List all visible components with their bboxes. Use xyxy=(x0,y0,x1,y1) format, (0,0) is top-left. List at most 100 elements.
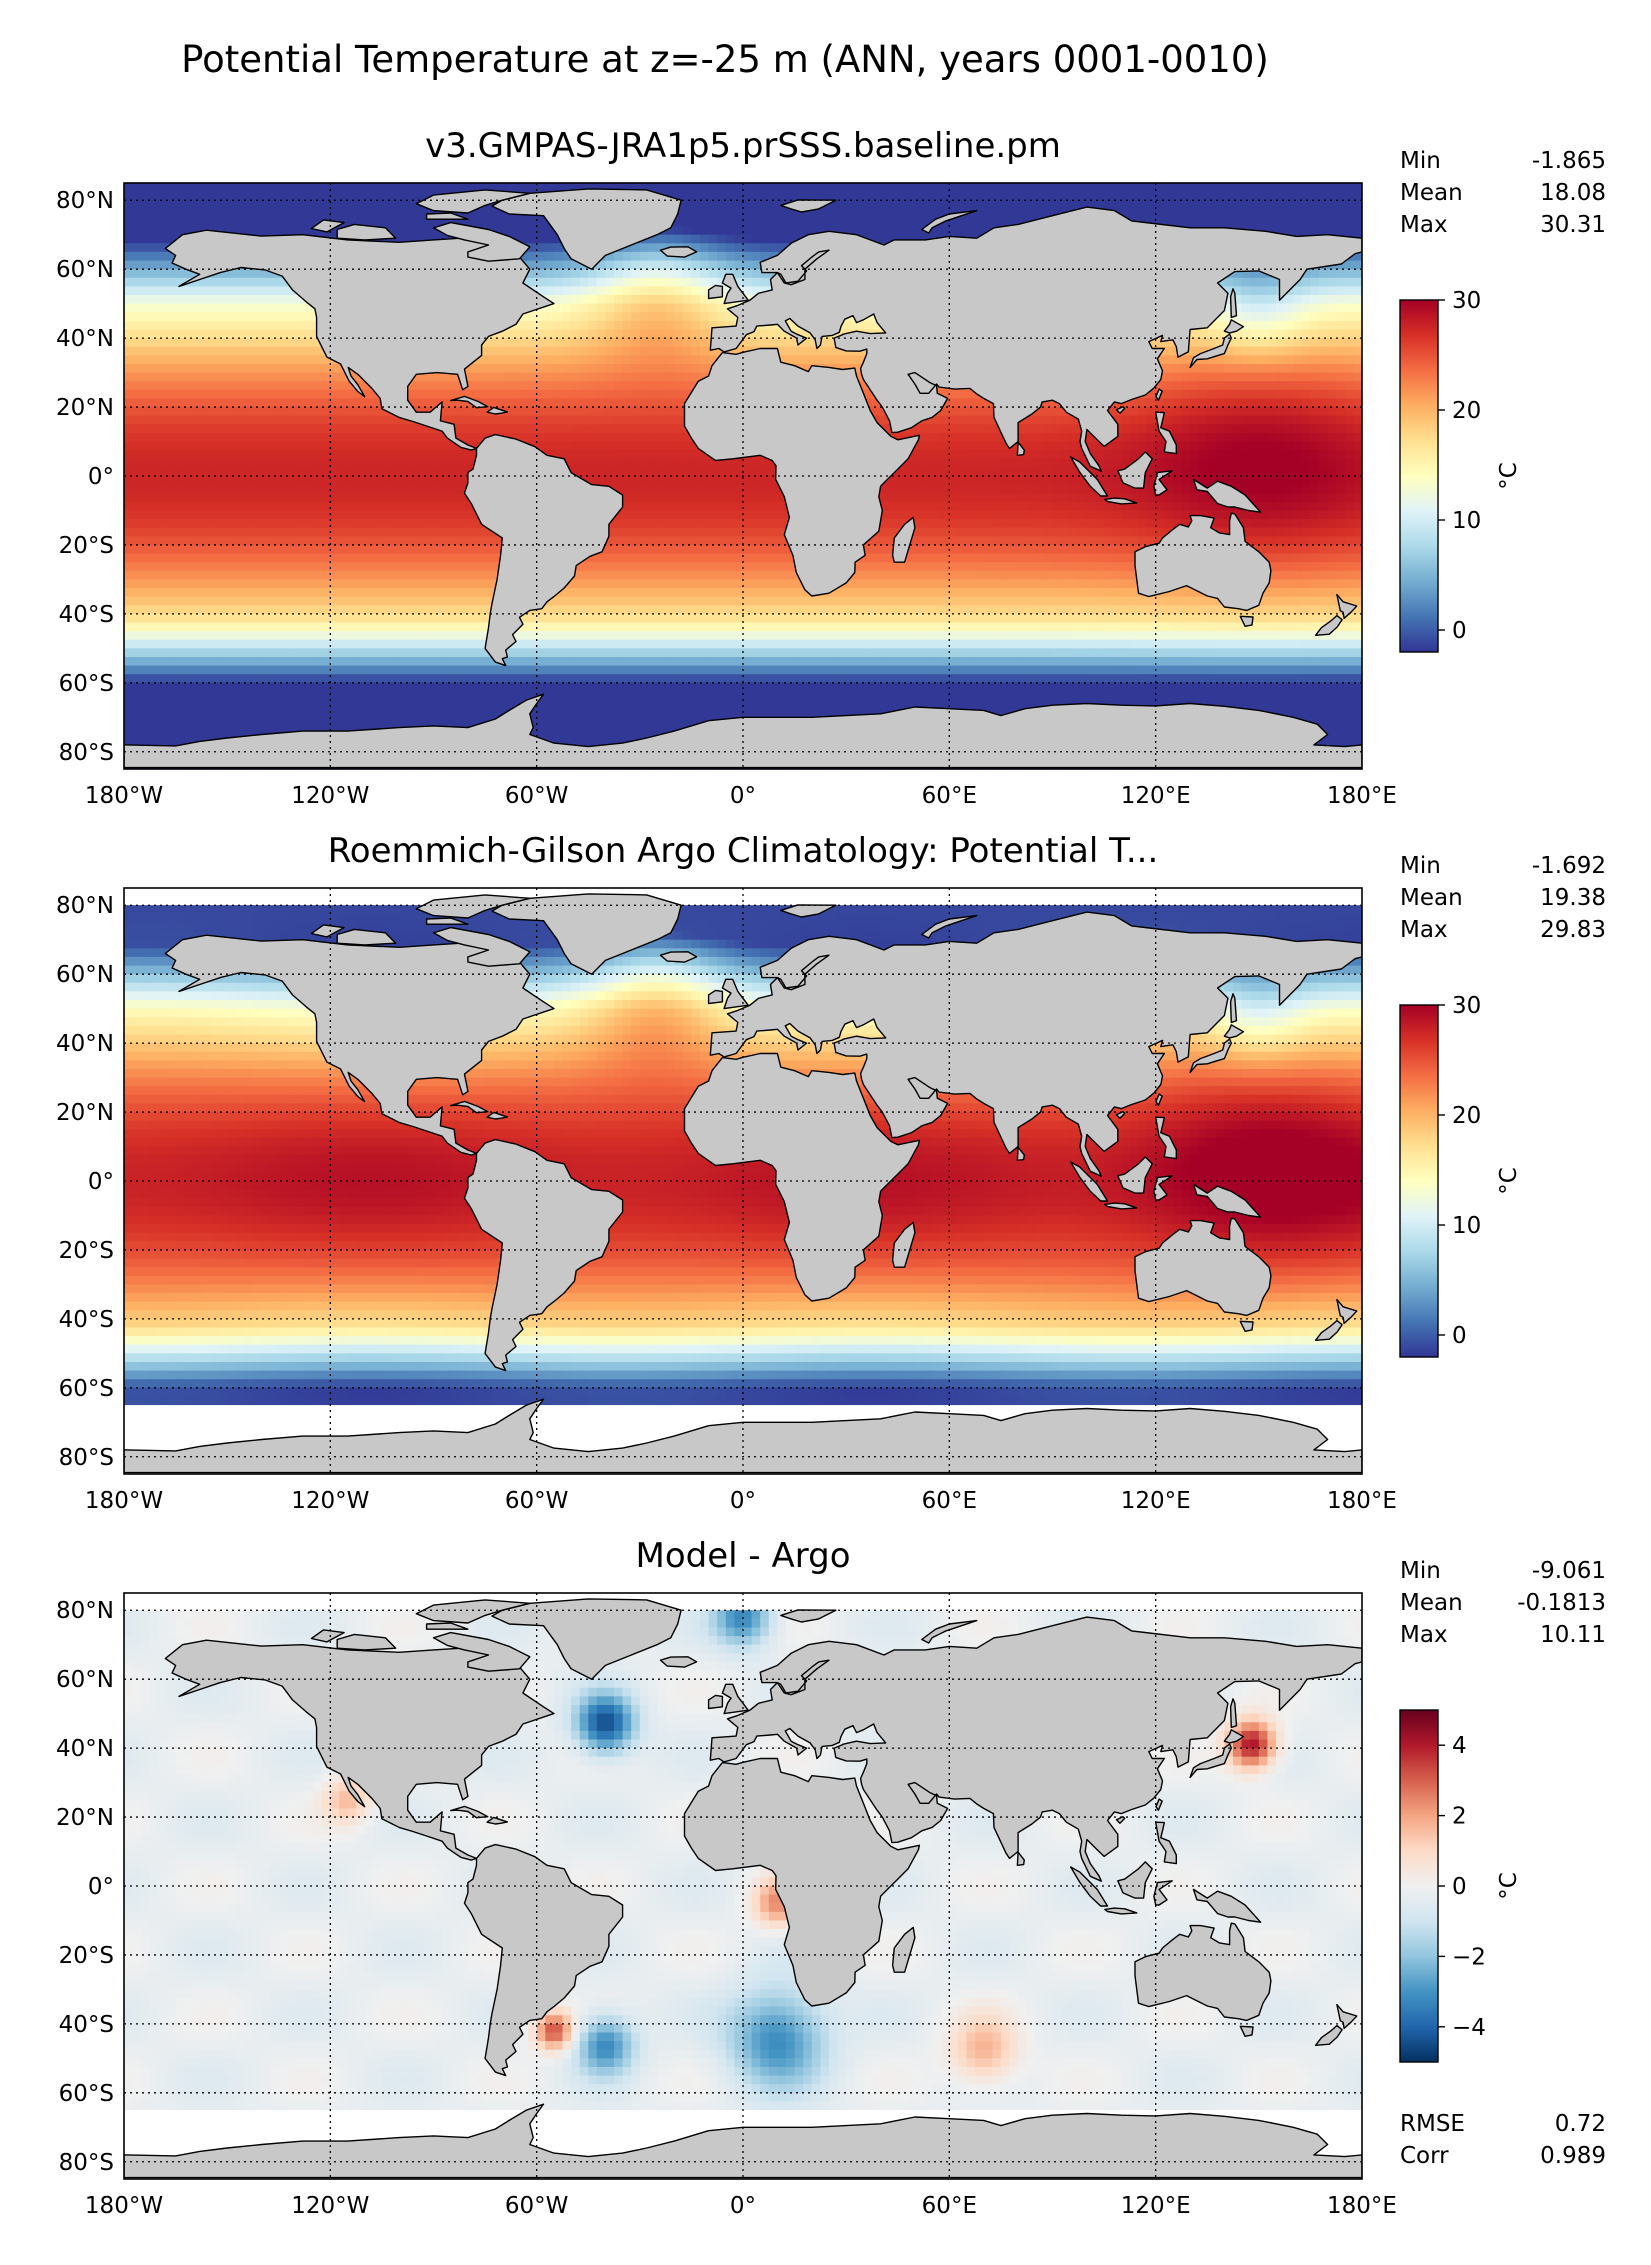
field-cell xyxy=(665,286,675,296)
field-cell xyxy=(244,312,254,322)
field-cell xyxy=(1284,338,1294,348)
field-cell xyxy=(1267,407,1277,417)
field-cell xyxy=(734,243,744,253)
field-cell xyxy=(1344,355,1354,365)
field-cell xyxy=(347,467,357,477)
field-cell xyxy=(141,467,151,477)
field-cell xyxy=(614,338,624,348)
field-cell xyxy=(295,381,306,391)
field-cell xyxy=(682,458,692,468)
field-cell xyxy=(261,389,271,399)
field-cell xyxy=(295,407,306,417)
field-cell xyxy=(889,476,899,486)
field-cell xyxy=(1095,183,1105,193)
field-cell xyxy=(1224,432,1234,443)
field-cell xyxy=(235,450,245,460)
field-cell xyxy=(751,476,761,486)
field-cell xyxy=(1061,191,1071,201)
field-cell xyxy=(175,355,185,365)
field-cell xyxy=(1258,303,1268,313)
field-cell xyxy=(1327,183,1337,193)
field-cell xyxy=(1267,217,1277,227)
field-cell xyxy=(1172,432,1183,443)
field-cell xyxy=(605,424,615,434)
field-cell xyxy=(691,476,701,486)
field-cell xyxy=(949,450,959,460)
field-cell xyxy=(1172,407,1183,417)
field-cell xyxy=(407,432,417,443)
field-cell xyxy=(528,329,538,339)
field-cell xyxy=(914,183,925,193)
field-cell xyxy=(141,424,151,434)
field-cell xyxy=(596,407,606,417)
field-cell xyxy=(940,389,950,399)
field-cell xyxy=(1336,226,1346,236)
field-cell xyxy=(588,372,598,382)
field-cell xyxy=(614,372,624,382)
field-cell xyxy=(1319,381,1329,391)
field-cell xyxy=(1233,467,1243,477)
field-cell xyxy=(510,320,521,331)
field-cell xyxy=(218,415,228,425)
field-cell xyxy=(725,467,735,477)
field-cell xyxy=(1224,364,1234,374)
field-cell xyxy=(605,355,615,365)
field-cell xyxy=(1018,424,1028,434)
field-cell xyxy=(1181,200,1191,210)
field-cell xyxy=(313,200,323,210)
field-cell xyxy=(158,312,168,322)
field-cell xyxy=(261,432,271,443)
field-cell xyxy=(338,432,349,443)
field-cell xyxy=(1344,191,1354,201)
field-cell xyxy=(614,303,624,313)
field-cell xyxy=(1284,372,1294,382)
field-cell xyxy=(734,183,744,193)
field-cell xyxy=(700,372,710,382)
field-cell xyxy=(717,303,727,313)
field-cell xyxy=(1319,269,1329,279)
field-cell xyxy=(450,450,460,460)
field-cell xyxy=(407,389,417,399)
field-cell xyxy=(141,458,151,468)
field-cell xyxy=(175,303,185,313)
field-cell xyxy=(287,381,297,391)
field-cell xyxy=(192,200,202,210)
field-cell xyxy=(923,208,933,219)
field-cell xyxy=(424,458,435,468)
field-cell xyxy=(201,398,211,408)
field-cell xyxy=(872,217,882,227)
field-cell xyxy=(932,183,942,193)
field-cell xyxy=(399,415,409,425)
field-cell xyxy=(1190,338,1200,348)
field-cell xyxy=(536,320,546,331)
field-cell xyxy=(528,432,538,443)
field-cell xyxy=(390,217,400,227)
field-cell xyxy=(1172,467,1183,477)
field-cell xyxy=(545,226,555,236)
field-cell xyxy=(192,295,202,305)
field-cell xyxy=(175,389,185,399)
field-cell xyxy=(1353,458,1362,468)
field-cell xyxy=(614,450,624,460)
field-cell xyxy=(510,329,521,339)
field-cell xyxy=(1344,424,1354,434)
field-cell xyxy=(588,303,598,313)
field-cell xyxy=(923,450,933,460)
field-cell xyxy=(356,381,366,391)
field-cell xyxy=(1086,432,1097,443)
field-cell xyxy=(510,432,521,443)
field-cell xyxy=(1181,183,1191,193)
field-cell xyxy=(906,424,916,434)
field-cell xyxy=(158,217,168,227)
field-cell xyxy=(270,424,280,434)
field-cell xyxy=(1319,320,1329,331)
field-cell xyxy=(1181,208,1191,219)
field-cell xyxy=(605,476,615,486)
field-cell xyxy=(571,424,581,434)
field-cell xyxy=(1215,407,1225,417)
field-cell xyxy=(390,424,400,434)
field-cell xyxy=(665,260,675,270)
field-cell xyxy=(1301,415,1311,425)
field-cell xyxy=(192,458,202,468)
field-cell xyxy=(227,407,237,417)
